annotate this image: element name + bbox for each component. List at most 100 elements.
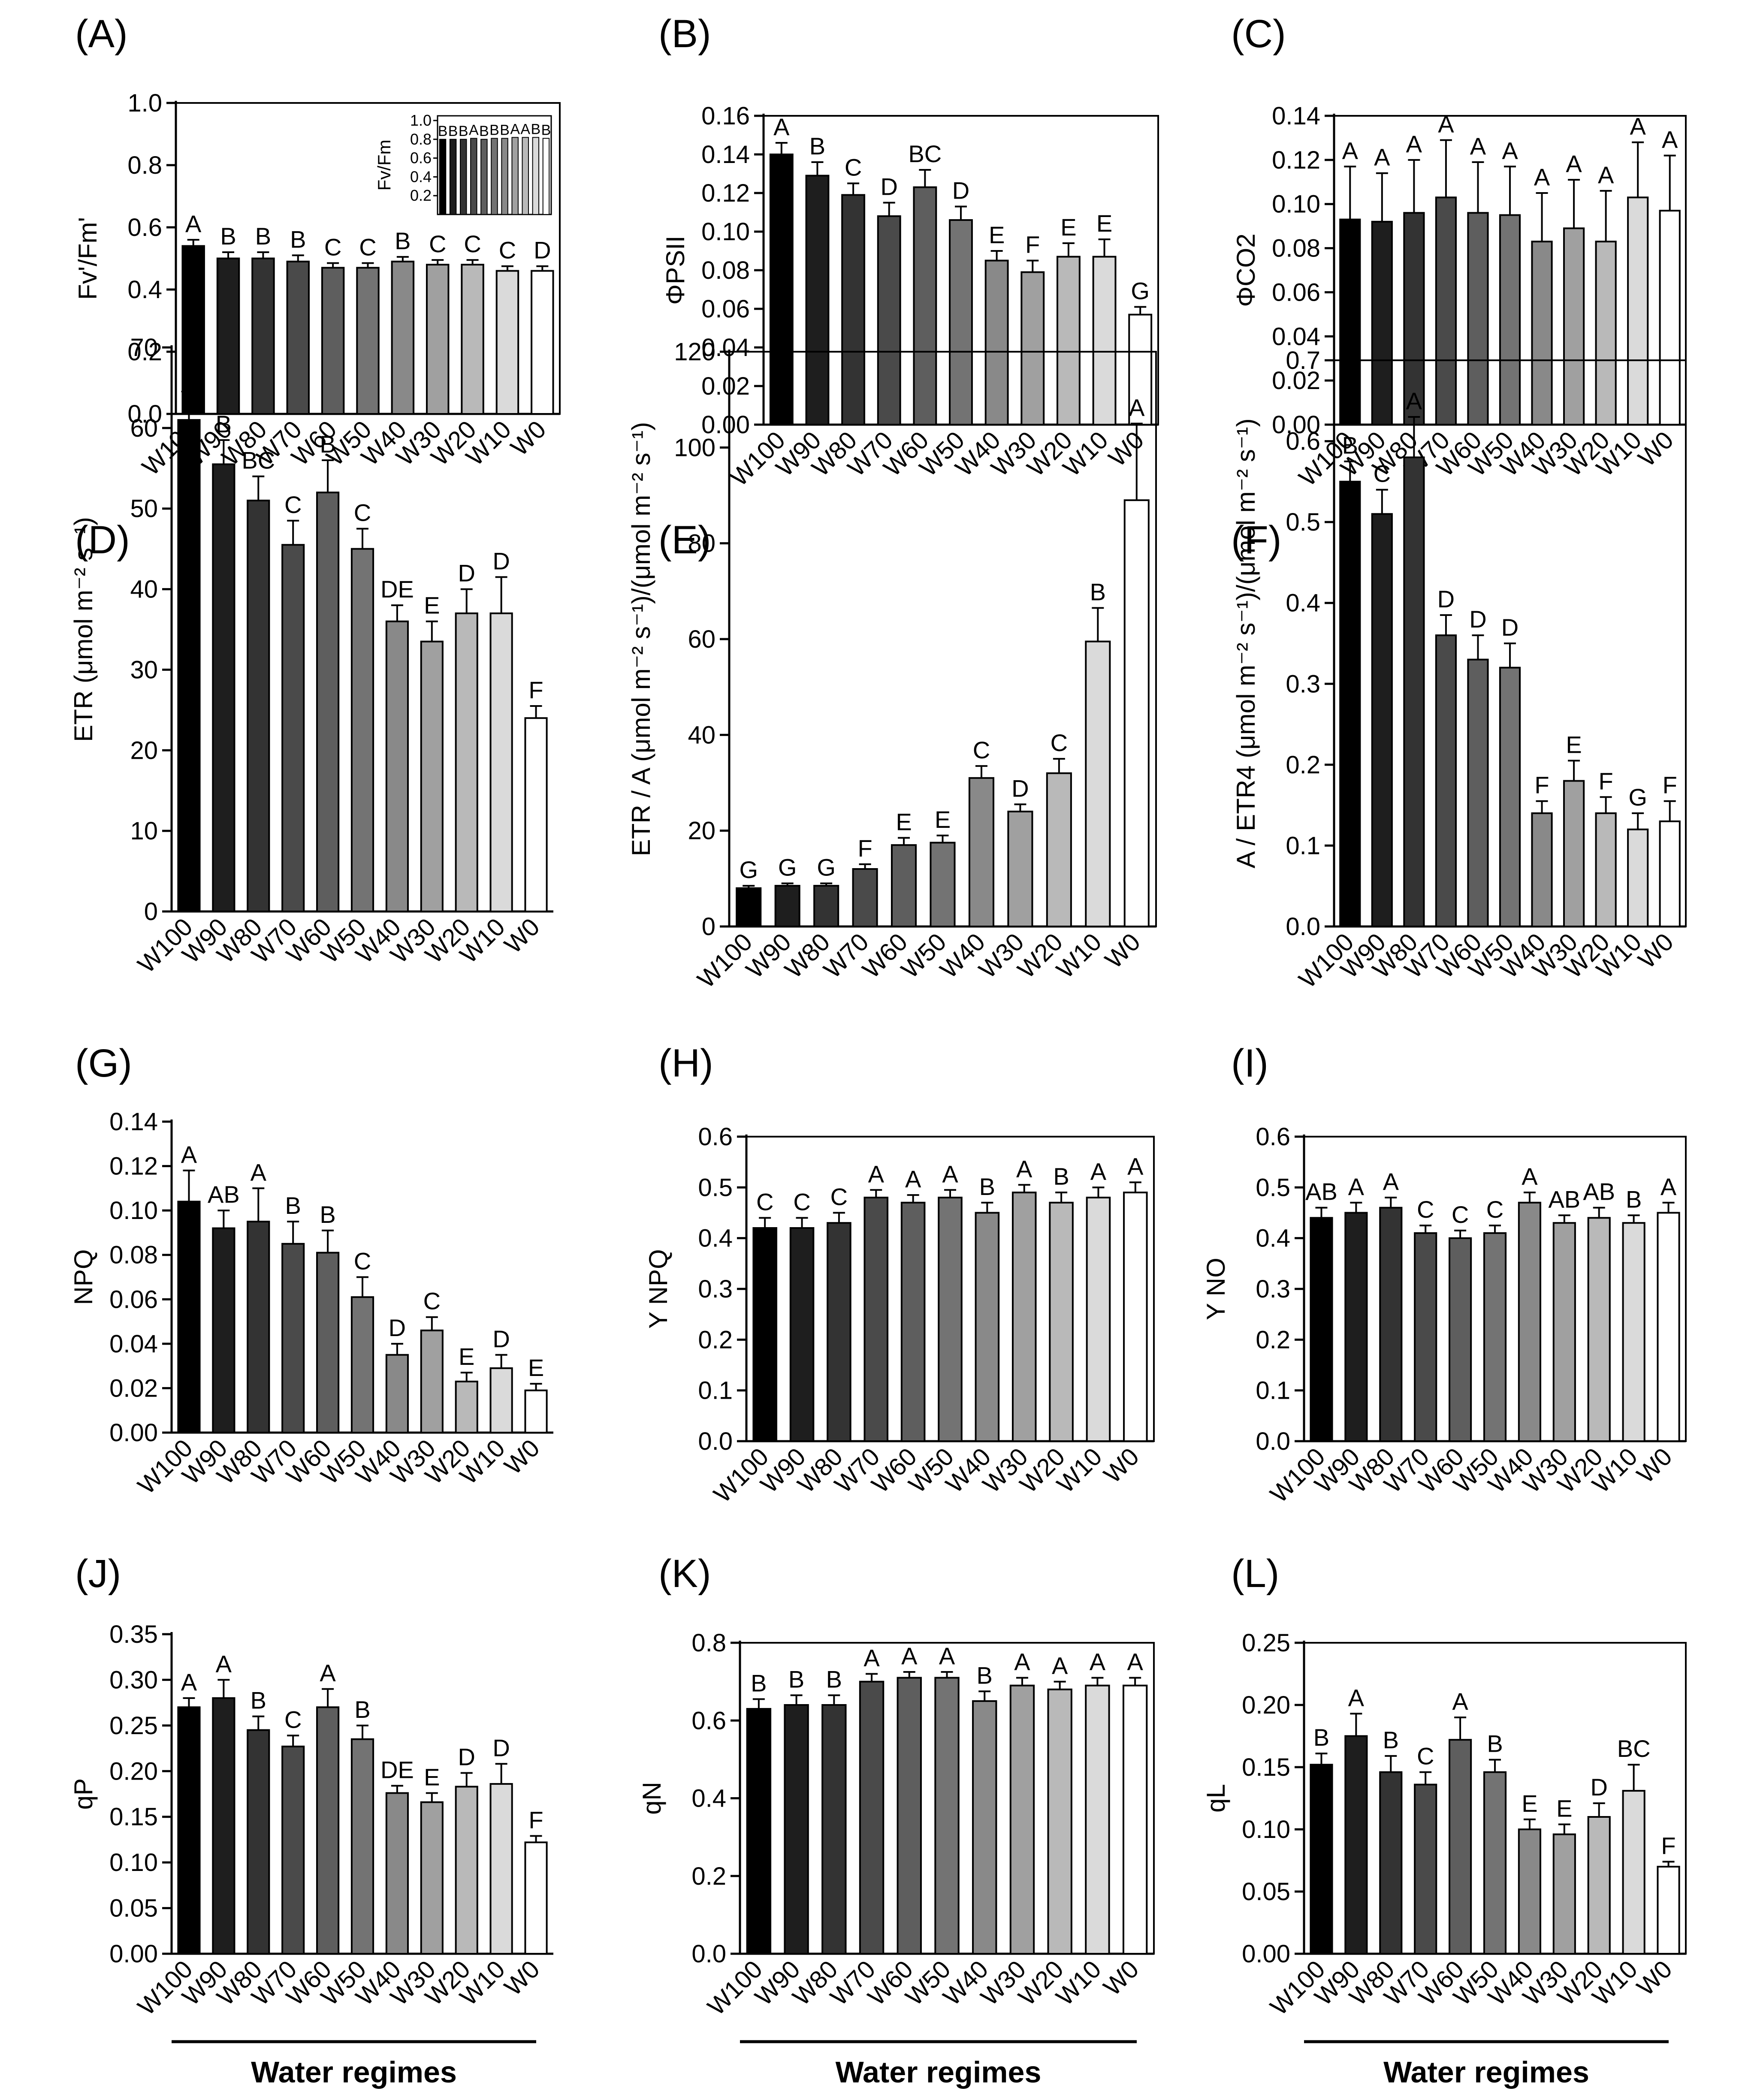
- y-tick-label: 0.4: [1256, 1225, 1290, 1252]
- significance-letter: A: [1348, 1173, 1365, 1200]
- y-tick-label: 0.6: [127, 214, 162, 241]
- inset-bar-W40: [501, 138, 508, 215]
- bar-W10: [489, 1783, 513, 1955]
- y-axis-label: qL: [1202, 1784, 1230, 1813]
- bar-W10: [1086, 1197, 1111, 1442]
- inset-y-tick-label: 1.0: [410, 112, 432, 129]
- bar-W70: [1414, 1232, 1437, 1442]
- bar-W90: [212, 463, 235, 912]
- bar-W40: [975, 1212, 1000, 1442]
- panel-K: (K)0.00.20.40.60.8qNBW100BW90BW80AW70AW6…: [637, 1552, 1155, 2021]
- significance-letter: B: [395, 227, 411, 254]
- bar-W10: [1622, 1222, 1645, 1442]
- panel-H: (H)0.00.10.20.30.40.50.6Y NPQCW100CW90CW…: [644, 1041, 1155, 1508]
- significance-letter: BC: [1617, 1735, 1651, 1762]
- bar-W20: [1056, 256, 1081, 425]
- bar-W30: [420, 1329, 444, 1433]
- significance-letter: A: [1016, 1155, 1033, 1182]
- significance-letter: F: [1025, 231, 1040, 258]
- bar-W0: [524, 1389, 548, 1434]
- bar-W60: [913, 186, 937, 425]
- x-tick-label: W0: [505, 415, 551, 461]
- bar-W70: [281, 544, 305, 912]
- inset-bar-W20: [522, 137, 529, 215]
- y-tick-label: 0.25: [109, 1712, 158, 1740]
- y-tick-label: 0.00: [701, 411, 750, 439]
- significance-letter: A: [1342, 137, 1359, 164]
- significance-letter: A: [905, 1165, 921, 1192]
- bar-W20: [1049, 1201, 1074, 1442]
- y-tick-label: 40: [688, 721, 716, 749]
- bar-W10: [489, 1367, 513, 1434]
- bar-W10: [489, 612, 513, 912]
- inset-bar-W80: [460, 139, 467, 215]
- panel-label: (J): [75, 1552, 121, 1596]
- y-tick-label: 0.6: [1286, 428, 1320, 456]
- significance-letter: A: [1406, 130, 1422, 157]
- bar-W40: [385, 620, 409, 912]
- significance-letter: D: [492, 1325, 510, 1352]
- significance-letter: B: [320, 1201, 335, 1228]
- panel-label: (B): [658, 12, 711, 56]
- bar-W50: [930, 842, 956, 928]
- significance-letter: E: [1556, 1795, 1572, 1822]
- y-axis-label: ETR (μmol m⁻² s⁻¹): [69, 517, 98, 742]
- y-tick-label: 0.08: [109, 1241, 158, 1269]
- inset-y-label: Fv/Fm: [374, 140, 394, 191]
- bar-W10: [1627, 196, 1649, 425]
- panel-label: (K): [658, 1552, 711, 1596]
- y-tick-label: 0.04: [109, 1330, 158, 1358]
- bar-W40: [385, 1354, 409, 1433]
- bar-W70: [1435, 196, 1457, 425]
- bar-W0: [1122, 1684, 1148, 1955]
- bar-W30: [1007, 811, 1033, 927]
- bar-W100: [1310, 1764, 1333, 1955]
- y-tick-label: 0: [144, 898, 158, 926]
- y-tick-label: 0.10: [109, 1849, 158, 1877]
- bar-W60: [897, 1677, 922, 1955]
- y-tick-label: 0.4: [691, 1785, 726, 1813]
- y-tick-label: 0.08: [701, 256, 750, 284]
- significance-letter: AB: [208, 1181, 240, 1208]
- y-tick-label: 50: [130, 495, 158, 523]
- significance-letter: E: [1566, 731, 1582, 758]
- significance-letter: B: [220, 223, 236, 250]
- y-axis-label: A / ETR4 (μmol m⁻² s⁻¹)/(μmol m⁻² s⁻¹): [1232, 418, 1260, 868]
- significance-letter: A: [868, 1160, 885, 1187]
- significance-letter: D: [389, 1314, 406, 1341]
- significance-letter: B: [1090, 578, 1106, 605]
- bar-W80: [247, 1729, 270, 1955]
- y-tick-label: 30: [130, 656, 158, 684]
- y-tick-label: 10: [130, 817, 158, 845]
- bar-W50: [1483, 1232, 1507, 1442]
- significance-letter: A: [1662, 126, 1678, 153]
- significance-letter: C: [973, 736, 990, 763]
- bar-W100: [177, 419, 201, 912]
- significance-letter: F: [1661, 1832, 1676, 1859]
- significance-letter: D: [1501, 614, 1519, 641]
- significance-letter: F: [857, 835, 872, 862]
- bar-W30: [1552, 1222, 1576, 1442]
- bar-W60: [321, 267, 345, 415]
- significance-letter: C: [423, 1288, 441, 1315]
- x-tick-label: W0: [1099, 928, 1145, 974]
- bar-W30: [426, 264, 450, 415]
- y-tick-label: 0.20: [109, 1757, 158, 1785]
- significance-letter: D: [458, 1744, 475, 1771]
- panel-F: (F) 0.0 0.1 0.2 0.3 0.4 0.5 0.6 0.7 A / ETR4 (μmo…: [1231, 347, 1687, 993]
- bar-W100: [736, 887, 762, 928]
- y-tick-label: 0.00: [1242, 1940, 1290, 1968]
- y-axis-label: qN: [637, 1782, 666, 1815]
- x-tick-label: W0: [499, 913, 545, 959]
- bar-W100: [1339, 218, 1361, 425]
- bar-W60: [316, 1706, 340, 1955]
- panel-label: (E): [658, 518, 711, 562]
- bar-W80: [251, 257, 275, 415]
- significance-letter: B: [977, 1662, 993, 1689]
- y-tick-label: 0.7: [1286, 347, 1320, 374]
- bar-W60: [316, 492, 340, 912]
- significance-letter: DE: [380, 576, 414, 603]
- significance-letter: B: [1053, 1163, 1069, 1190]
- y-tick-label: 0.10: [109, 1197, 158, 1225]
